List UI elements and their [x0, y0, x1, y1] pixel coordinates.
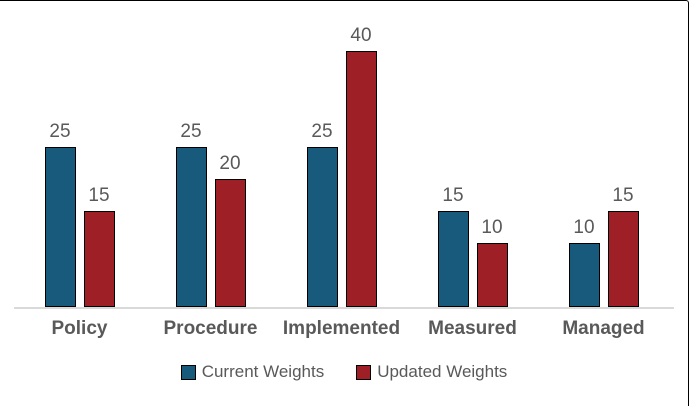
- bar-current-weights-policy: [44, 147, 76, 307]
- bar-current-weights-managed: [568, 243, 600, 307]
- value-label-current-weights-procedure: 25: [180, 121, 202, 142]
- bar-column-current-weights-implemented: 25: [306, 1, 338, 307]
- bar-group-policy: 25 15: [14, 1, 145, 307]
- bar-column-current-weights-procedure: 25: [175, 1, 207, 307]
- bar-column-updated-weights-procedure: 20: [214, 1, 246, 307]
- bar-updated-weights-procedure: [214, 179, 246, 307]
- bar-column-current-weights-managed: 10: [568, 1, 600, 307]
- value-label-current-weights-policy: 25: [49, 121, 71, 142]
- category-label-implemented: Implemented: [282, 318, 401, 339]
- category-label-managed: Managed: [562, 318, 645, 339]
- legend: Current Weights Updated Weights: [0, 362, 688, 382]
- value-label-updated-weights-policy: 15: [88, 185, 110, 206]
- value-label-updated-weights-procedure: 20: [219, 153, 241, 174]
- bar-column-updated-weights-measured: 10: [476, 1, 508, 307]
- bar-current-weights-measured: [437, 211, 469, 307]
- value-label-current-weights-measured: 15: [442, 185, 464, 206]
- value-label-updated-weights-implemented: 40: [350, 25, 372, 46]
- bar-group-implemented: 25 40: [276, 1, 407, 307]
- category-label-policy: Policy: [51, 318, 108, 339]
- category-axis: Policy Procedure Implemented Measured Manage…: [14, 309, 674, 340]
- bar-column-current-weights-measured: 15: [437, 1, 469, 307]
- current-weights-swatch-icon: [180, 364, 196, 380]
- bar-updated-weights-implemented: [345, 51, 377, 307]
- legend-item-current-weights: Current Weights: [180, 362, 325, 382]
- updated-weights-swatch-icon: [356, 364, 372, 380]
- value-label-current-weights-implemented: 25: [311, 121, 333, 142]
- bar-group-measured: 15 10: [407, 1, 538, 307]
- bar-current-weights-procedure: [175, 147, 207, 307]
- bar-group-managed: 10 15: [538, 1, 669, 307]
- bar-column-updated-weights-managed: 15: [607, 1, 639, 307]
- legend-label-updated-weights: Updated Weights: [377, 362, 508, 381]
- value-label-updated-weights-measured: 10: [481, 217, 503, 238]
- legend-item-updated-weights: Updated Weights: [356, 362, 507, 382]
- bar-updated-weights-policy: [83, 211, 115, 307]
- legend-label-current-weights: Current Weights: [201, 362, 325, 381]
- bar-updated-weights-measured: [476, 243, 508, 307]
- bar-current-weights-implemented: [306, 147, 338, 307]
- bar-column-current-weights-policy: 25: [44, 1, 76, 307]
- value-label-updated-weights-managed: 15: [612, 185, 634, 206]
- bar-column-updated-weights-policy: 15: [83, 1, 115, 307]
- category-label-measured: Measured: [428, 318, 517, 339]
- category-label-procedure: Procedure: [163, 318, 258, 339]
- bar-column-updated-weights-implemented: 40: [345, 1, 377, 307]
- bar-updated-weights-managed: [607, 211, 639, 307]
- plot-area: 25 15 25 20 25 40 15 10 10 15: [14, 1, 674, 309]
- bar-group-procedure: 25 20: [145, 1, 276, 307]
- value-label-current-weights-managed: 10: [573, 217, 595, 238]
